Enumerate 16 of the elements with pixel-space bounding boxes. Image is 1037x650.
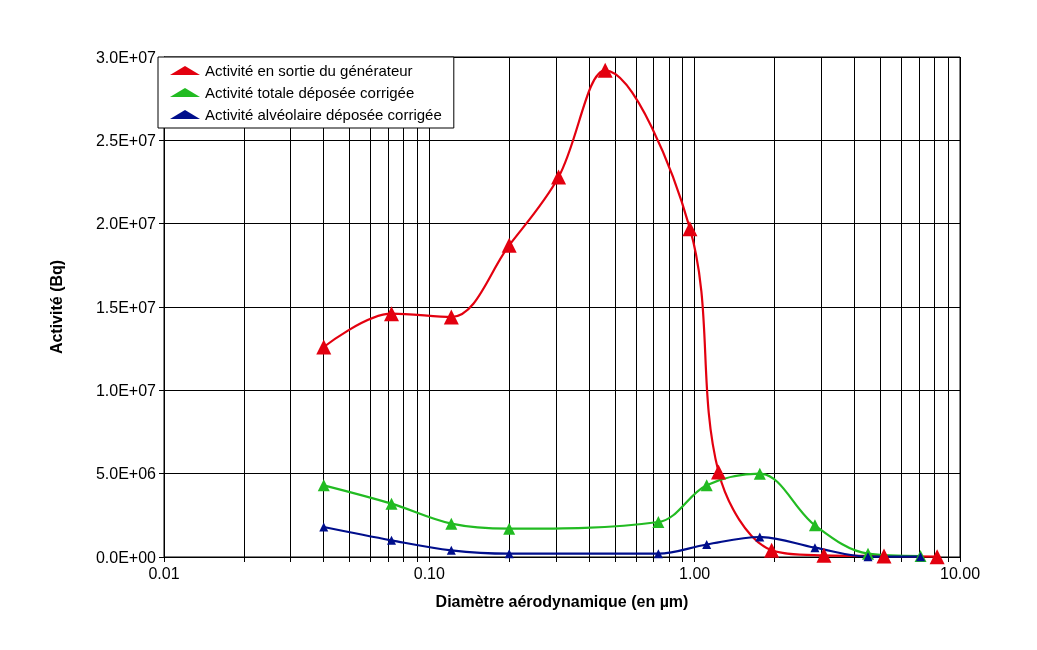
y-tick-label: 0.0E+00	[95, 548, 157, 566]
legend-label: Activité totale déposée corrigée	[205, 84, 415, 101]
x-tick-label: 0.10	[413, 564, 446, 582]
y-tick-label: 1.5E+07	[95, 298, 157, 316]
legend-label: Activité alvéolaire déposée corrigée	[205, 106, 442, 123]
y-tick-label: 2.5E+07	[95, 131, 157, 149]
x-tick-label: 10.00	[939, 564, 981, 582]
x-axis-title: Diamètre aérodynamique (en µm)	[435, 592, 689, 610]
y-tick-label: 5.0E+06	[95, 465, 157, 483]
y-tick-label: 2.0E+07	[95, 215, 157, 233]
y-tick-label: 3.0E+07	[95, 48, 157, 66]
legend-label: Activité en sortie du générateur	[205, 62, 413, 79]
x-tick-label: 0.01	[148, 564, 180, 582]
x-tick-label: 1.00	[679, 564, 711, 582]
y-tick-label: 1.0E+07	[95, 381, 157, 399]
y-axis-title: Activité (Bq)	[47, 259, 65, 355]
